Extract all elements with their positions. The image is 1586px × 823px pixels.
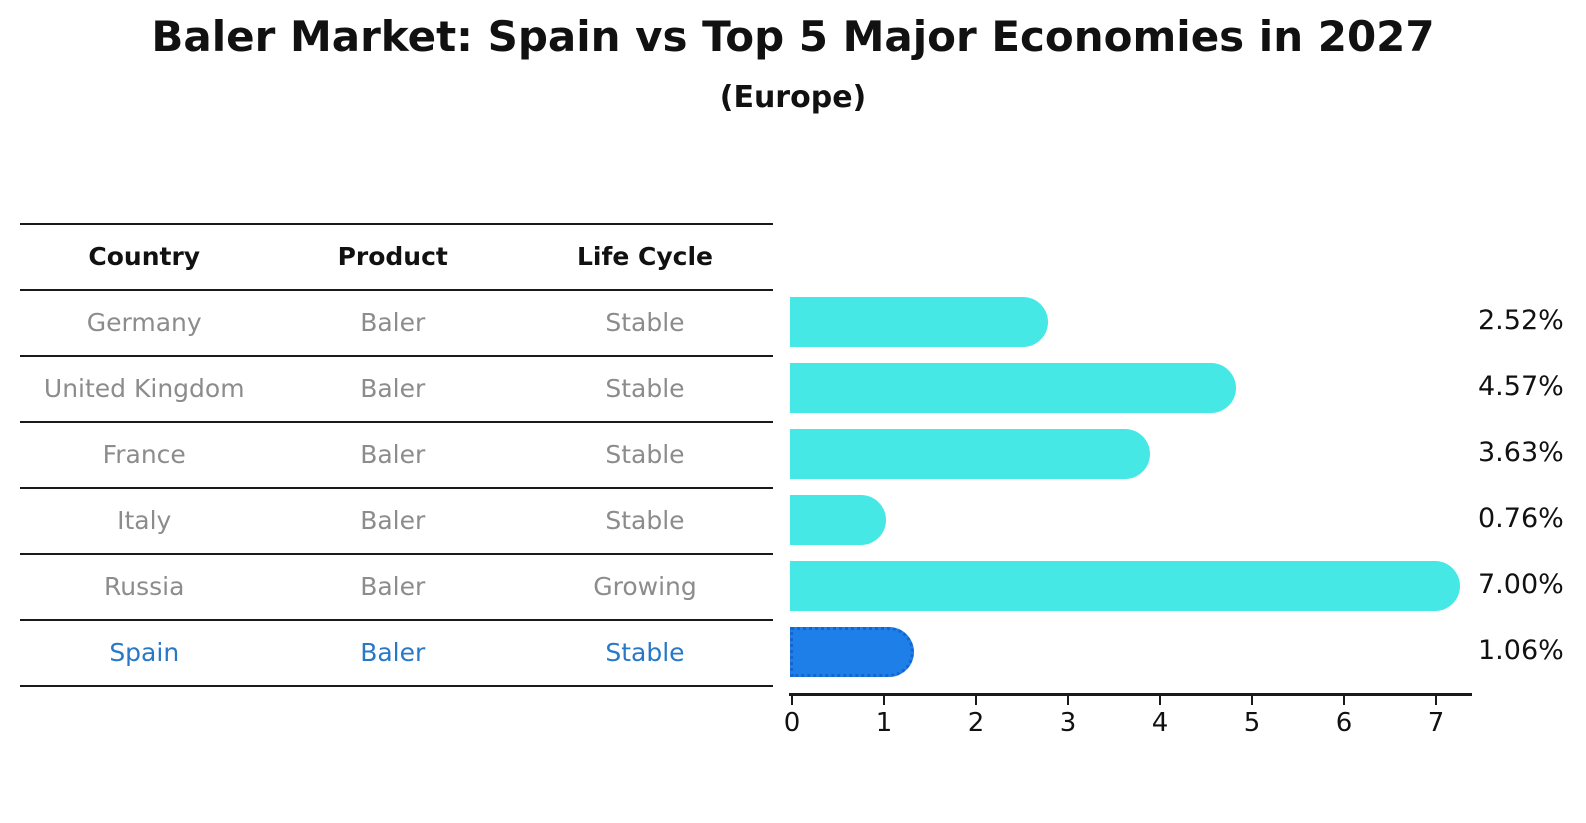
column-header-life-cycle: Life Cycle [576,241,713,271]
x-axis-tick [883,696,885,705]
table-row-line [20,685,773,687]
table-row: Russia Baler Growing [20,553,773,619]
highlight-bar [790,627,914,677]
country-cell: Spain [109,637,180,667]
value-label: 3.63% [1478,437,1564,468]
life-cycle-cell: Stable [605,505,685,535]
chart-subtitle: (Europe) [719,80,867,115]
x-axis-tick [791,696,793,705]
table-row-line [20,355,773,357]
product-cell: Baler [360,637,426,667]
x-axis-tick-label: 5 [1243,708,1261,738]
x-axis-tick-label: 7 [1427,708,1445,738]
x-axis-tick [1251,696,1253,705]
country-cell: Italy [117,505,172,535]
table-top-line [20,223,773,225]
bar [790,561,1460,611]
table-row: Germany Baler Stable [20,289,773,355]
x-axis-tick-label: 1 [875,708,893,738]
x-axis-tick [1435,696,1437,705]
bar [790,297,1048,347]
table-row: United Kingdom Baler Stable [20,355,773,421]
x-axis-tick-label: 3 [1059,708,1077,738]
table-header-row: Country Product Life Cycle [20,223,773,289]
country-cell: Germany [86,307,202,337]
table-row-line [20,421,773,423]
table-row: France Baler Stable [20,421,773,487]
life-cycle-cell: Stable [605,439,685,469]
table-row-line [20,619,773,621]
table-row-line [20,487,773,489]
life-cycle-cell: Stable [605,307,685,337]
table-row: Spain Baler Stable [20,619,773,685]
value-label: 7.00% [1478,569,1564,600]
product-cell: Baler [360,439,426,469]
x-axis-tick [1067,696,1069,705]
x-axis-tick [975,696,977,705]
life-cycle-cell: Growing [593,571,697,601]
country-cell: France [102,439,186,469]
value-label: 4.57% [1478,371,1564,402]
x-axis-tick-label: 4 [1151,708,1169,738]
x-axis-line [789,693,1472,696]
x-axis-tick-label: 2 [967,708,985,738]
table-header-line [20,289,773,291]
country-cell: United Kingdom [43,373,245,403]
product-cell: Baler [360,373,426,403]
chart-title: Baler Market: Spain vs Top 5 Major Econo… [151,12,1435,61]
product-cell: Baler [360,571,426,601]
bar [790,429,1150,479]
column-header-product: Product [337,241,448,271]
life-cycle-cell: Stable [605,373,685,403]
value-label: 2.52% [1478,305,1564,336]
product-cell: Baler [360,505,426,535]
country-cell: Russia [104,571,185,601]
x-axis-tick [1159,696,1161,705]
value-label: 0.76% [1478,503,1564,534]
x-axis-tick-label: 0 [783,708,801,738]
x-axis-tick [1343,696,1345,705]
table-row: Italy Baler Stable [20,487,773,553]
x-axis-tick-label: 6 [1335,708,1353,738]
value-label: 1.06% [1478,635,1564,666]
table-row-line [20,553,773,555]
column-header-country: Country [88,241,201,271]
bar [790,495,886,545]
bar [790,363,1236,413]
product-cell: Baler [360,307,426,337]
life-cycle-cell: Stable [605,637,685,667]
